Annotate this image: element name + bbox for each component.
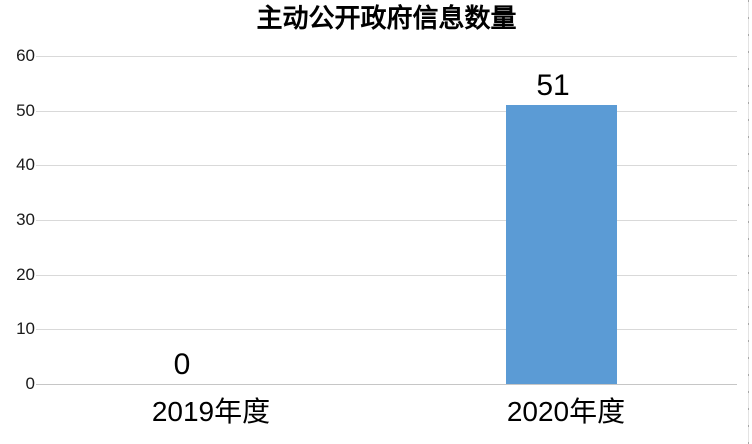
- y-tick-label: 0: [25, 374, 35, 393]
- x-axis-line: [36, 384, 737, 385]
- y-tick-label: 30: [16, 210, 35, 229]
- x-category-label: 2020年度: [506, 396, 626, 427]
- data-label: 0: [173, 348, 191, 381]
- document-table-gridline: [748, 0, 749, 444]
- y-tick-label: 20: [16, 265, 35, 284]
- y-gridline: [36, 165, 737, 166]
- y-gridline: [36, 56, 737, 57]
- y-tick-label: 40: [16, 155, 35, 174]
- y-gridline: [36, 275, 737, 276]
- y-gridline: [36, 329, 737, 330]
- y-tick-label: 50: [16, 101, 35, 120]
- y-tick-label: 10: [16, 319, 35, 338]
- y-tick-label: 60: [16, 46, 35, 65]
- x-category-label: 2019年度: [151, 396, 271, 427]
- data-label: 51: [536, 69, 570, 102]
- chart-title: 主动公开政府信息数量: [256, 4, 517, 33]
- y-gridline: [36, 220, 737, 221]
- y-gridline: [36, 111, 737, 112]
- bar-2020年度: [506, 105, 617, 384]
